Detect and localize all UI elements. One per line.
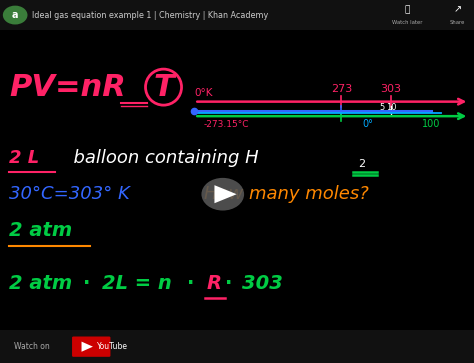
Text: 303: 303 [381, 84, 401, 94]
Text: ·: · [225, 274, 233, 293]
Text: 2 atm: 2 atm [9, 221, 73, 240]
Text: 100: 100 [422, 119, 440, 129]
FancyBboxPatch shape [72, 337, 110, 357]
Text: balloon containing H: balloon containing H [62, 149, 258, 167]
Text: 2: 2 [358, 159, 365, 170]
Text: ↗: ↗ [453, 5, 462, 15]
FancyBboxPatch shape [0, 0, 474, 30]
Polygon shape [82, 342, 93, 352]
Text: R: R [206, 274, 221, 293]
Text: 0°: 0° [362, 119, 373, 129]
Polygon shape [214, 185, 237, 203]
Text: 303: 303 [242, 274, 283, 293]
Text: ·: · [83, 274, 91, 293]
Text: 30°C=303° K: 30°C=303° K [9, 185, 130, 203]
Text: T: T [153, 73, 174, 102]
FancyBboxPatch shape [0, 330, 474, 363]
Text: 2L = n: 2L = n [102, 274, 172, 293]
Text: 0°K: 0°K [194, 87, 213, 98]
Text: YouTube: YouTube [97, 342, 128, 351]
Text: a: a [12, 10, 18, 20]
Text: -273.15°C: -273.15°C [204, 120, 249, 129]
Text: 5: 5 [379, 103, 384, 111]
Text: How many moles?: How many moles? [204, 185, 369, 203]
Text: Ideal gas equation example 1 | Chemistry | Khan Academy: Ideal gas equation example 1 | Chemistry… [32, 11, 268, 20]
Text: 2 atm: 2 atm [9, 274, 73, 293]
Circle shape [3, 6, 27, 25]
Text: ·: · [187, 274, 195, 293]
Text: Watch later: Watch later [392, 20, 423, 25]
Circle shape [201, 178, 244, 211]
Text: PV=nR: PV=nR [9, 73, 126, 102]
Text: 10: 10 [386, 103, 396, 111]
Text: 273: 273 [331, 84, 352, 94]
Text: Watch on: Watch on [14, 342, 50, 351]
Text: 2 L: 2 L [9, 149, 40, 167]
Text: 🕐: 🕐 [405, 5, 410, 14]
Text: Share: Share [450, 20, 465, 25]
